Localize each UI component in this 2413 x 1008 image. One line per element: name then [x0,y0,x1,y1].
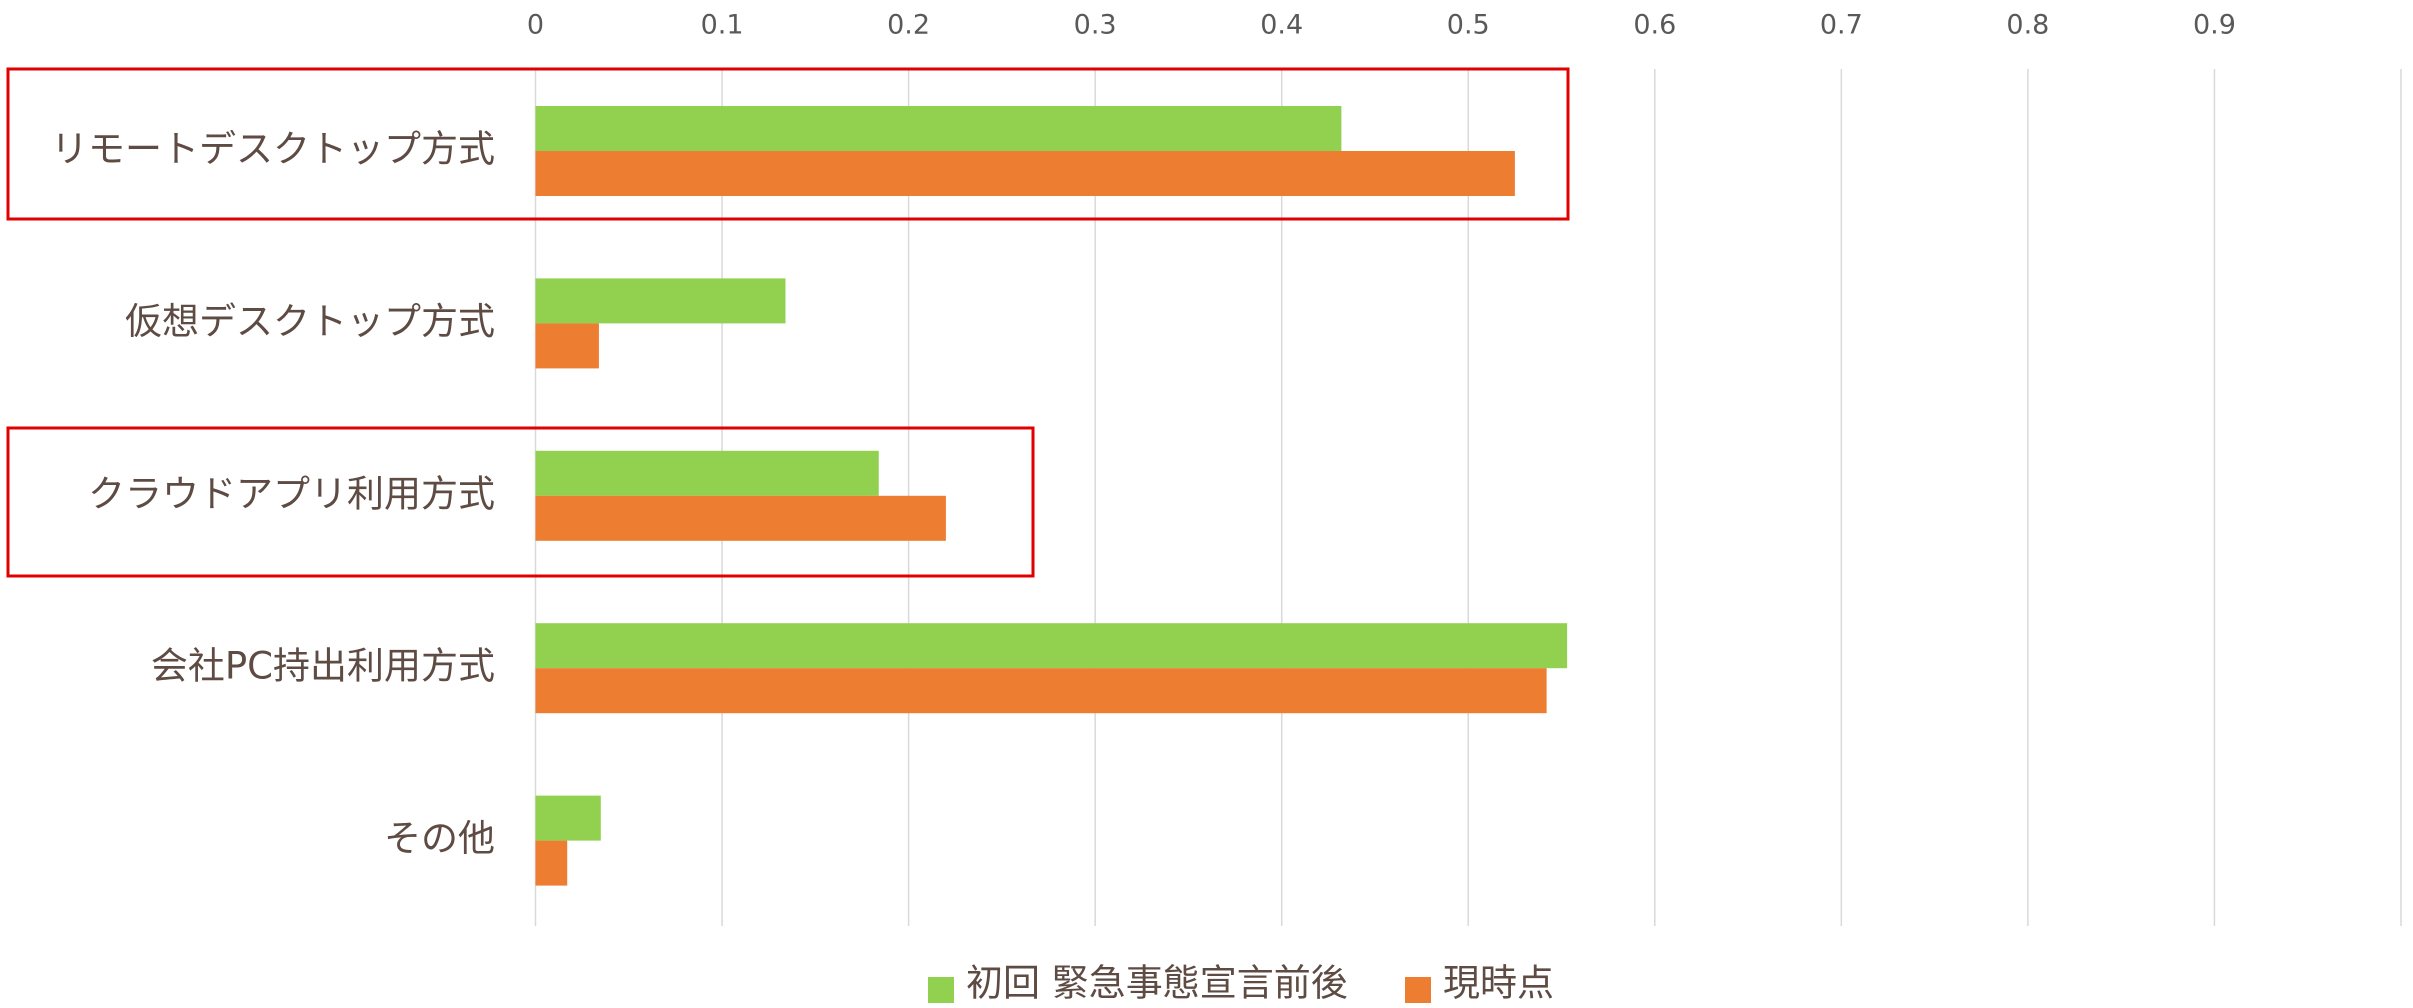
category-label: リモートデスクトップ方式 [51,128,495,171]
x-tick-label: 0.9 [2193,10,2236,41]
bar [535,623,1568,669]
bar [535,151,1515,196]
bar [535,795,601,841]
x-tick-label: 0.6 [1633,10,1676,41]
highlight-box [6,67,1570,221]
x-tick-label: 0.8 [2006,10,2049,41]
bar [535,450,879,496]
x-tick-label: 0.5 [1447,10,1490,41]
category-label: クラウドアプリ利用方式 [88,472,495,515]
bar [535,106,1342,151]
bar [535,668,1547,714]
legend-label: 現時点 [1443,962,1554,1005]
x-tick-label: 0.3 [1074,10,1117,41]
category-label: 仮想デスクトップ方式 [125,300,495,343]
x-tick-label: 0 [527,10,544,41]
bar [535,323,599,369]
x-tick-label: 0.7 [1820,10,1863,41]
background [534,69,2402,926]
bar [535,495,946,541]
bar [535,840,568,886]
legend-swatch [928,977,954,1003]
category-label: 会社PC持出利用方式 [151,645,495,688]
legend-swatch [1405,977,1431,1003]
x-tick-label: 0.2 [887,10,930,41]
x-tick-label: 0.4 [1260,10,1303,41]
bar [535,278,786,324]
legend-label: 初回 緊急事態宣言前後 [966,962,1348,1005]
category-label: その他 [384,817,495,860]
x-tick-label: 0.1 [701,10,744,41]
highlight-box [6,426,1035,578]
